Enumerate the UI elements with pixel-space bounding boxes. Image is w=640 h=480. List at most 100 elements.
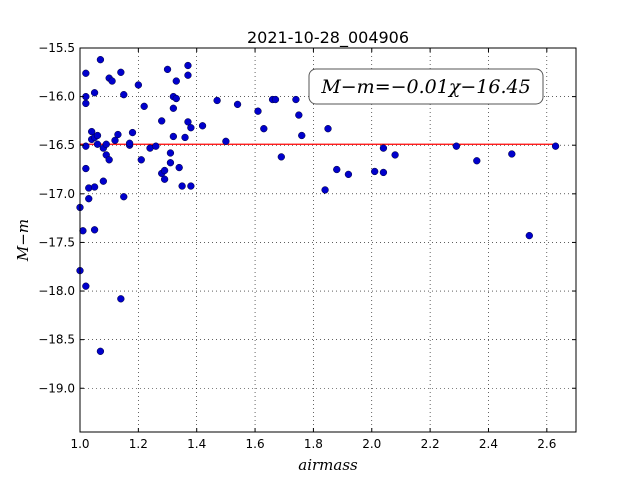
data-point (160, 175, 169, 183)
data-point (175, 163, 183, 172)
data-point (271, 95, 280, 104)
data-point (508, 150, 516, 158)
data-point (90, 226, 99, 234)
data-point (114, 130, 122, 139)
axis-ticks (79, 47, 576, 432)
data-point (90, 89, 99, 97)
data-point (82, 142, 90, 150)
x-tick-labels: 1.0 1.2 1.4 1.6 1.8 2.0 2.2 2.4 2.6 (70, 437, 556, 451)
data-points (76, 56, 560, 355)
data-point (233, 100, 242, 109)
data-point (391, 151, 399, 159)
data-point (166, 159, 175, 167)
data-point (184, 71, 192, 79)
data-point (120, 91, 128, 99)
data-point (82, 164, 90, 173)
data-point (184, 118, 192, 126)
x-tick-label: 2.0 (362, 437, 381, 451)
data-point (158, 117, 166, 125)
data-point (184, 61, 192, 70)
data-point (152, 142, 160, 150)
y-axis-label: M−m (14, 219, 32, 262)
data-point (324, 125, 332, 133)
data-point (88, 127, 96, 136)
data-point (93, 140, 102, 148)
data-point (187, 182, 195, 190)
data-point (105, 156, 113, 164)
x-tick-label: 2.4 (479, 437, 498, 451)
data-point (111, 136, 119, 145)
y-tick-label: −18.5 (38, 333, 75, 347)
y-tick-label: −17.5 (38, 235, 75, 249)
plot-background (80, 48, 576, 432)
y-tick-label: −19.0 (38, 381, 75, 395)
data-point (371, 167, 379, 176)
data-point (379, 168, 388, 177)
data-point (379, 144, 388, 152)
y-tick-label: −16.5 (38, 138, 75, 152)
y-tick-label: −18.0 (38, 284, 75, 298)
data-point (213, 96, 221, 105)
data-point (82, 282, 90, 290)
data-point (169, 132, 178, 141)
data-point (79, 227, 87, 235)
annotation-text: M−m=−0.01χ−16.45 (320, 76, 530, 98)
x-tick-label: 1.0 (70, 437, 89, 451)
chart-title: 2021-10-28_004906 (247, 28, 409, 48)
data-point (277, 153, 285, 161)
data-point (172, 94, 180, 103)
data-point (137, 156, 145, 164)
data-point (198, 122, 207, 130)
data-point (169, 104, 178, 112)
data-point (172, 77, 180, 85)
data-point (292, 95, 300, 104)
data-point (102, 140, 110, 148)
x-tick-label: 2.6 (537, 437, 556, 451)
x-axis-label: airmass (298, 456, 358, 474)
data-point (125, 139, 134, 147)
data-point (187, 124, 195, 132)
fit-annotation: M−m=−0.01χ−16.45 (308, 68, 544, 105)
x-tick-label: 1.2 (129, 437, 148, 451)
data-point (166, 149, 175, 157)
data-point (163, 65, 172, 74)
x-tick-label: 2.2 (421, 437, 440, 451)
y-tick-label: −16.0 (38, 90, 75, 104)
data-point (85, 195, 93, 203)
data-point (128, 128, 137, 137)
data-point (117, 295, 125, 303)
data-point (160, 166, 169, 175)
data-point (82, 99, 90, 108)
data-point (90, 183, 99, 191)
data-point (295, 111, 303, 119)
data-point (551, 142, 560, 150)
data-point (344, 170, 353, 179)
y-tick-label: −15.5 (38, 41, 75, 55)
y-tick-label: −17.0 (38, 187, 75, 201)
data-point (120, 193, 128, 201)
plot-frame (79, 47, 577, 433)
data-point (140, 102, 148, 110)
data-point (93, 131, 102, 140)
data-point (96, 347, 105, 355)
data-point (298, 131, 306, 140)
x-tick-label: 1.4 (187, 437, 206, 451)
data-point (321, 186, 329, 194)
x-tick-label: 1.6 (246, 437, 265, 451)
data-point (181, 133, 189, 142)
data-point (525, 231, 533, 240)
data-point (178, 182, 186, 190)
data-point (96, 56, 105, 64)
x-tick-label: 1.8 (304, 437, 323, 451)
annotation-box (308, 68, 544, 105)
plot-area (76, 47, 577, 433)
data-point (108, 77, 116, 85)
data-point (82, 69, 90, 77)
y-tick-labels: −15.5 −16.0 −16.5 −17.0 −17.5 −18.0 −18.5 −19.0 (38, 41, 75, 395)
data-point (333, 165, 341, 174)
data-point (473, 157, 481, 165)
data-point (260, 125, 268, 133)
data-point (222, 137, 230, 145)
data-point (254, 107, 262, 115)
